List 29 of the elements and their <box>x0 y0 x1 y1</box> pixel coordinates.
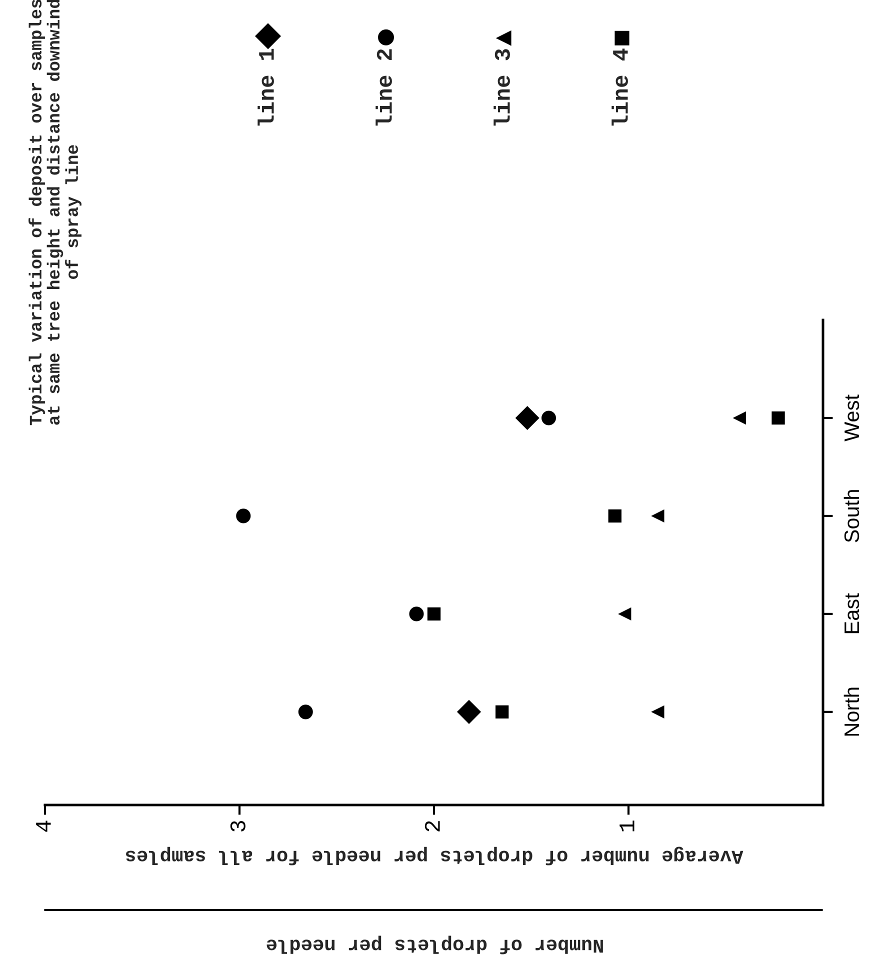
y-tick-label: South <box>844 490 860 542</box>
point <box>409 606 424 622</box>
legend-label: line 4 <box>612 48 628 126</box>
point <box>236 508 251 524</box>
x-tick-label: 1 <box>620 820 634 832</box>
y-tick-label: East <box>844 593 860 634</box>
point <box>618 607 632 621</box>
point <box>495 705 509 719</box>
point <box>456 700 482 724</box>
y-tick-label: West <box>844 394 860 442</box>
point <box>515 406 540 430</box>
text: Number of droplets per needle <box>266 936 603 954</box>
x-tick-label: 2 <box>424 821 440 832</box>
point <box>427 607 441 621</box>
legend-label: line 3 <box>494 49 510 126</box>
point <box>732 411 746 425</box>
x-tick-label: 4 <box>36 820 51 832</box>
legend-label: line 1 <box>258 48 274 126</box>
point <box>608 509 622 523</box>
legend-label: line 2 <box>376 49 392 126</box>
point <box>541 410 556 426</box>
y-tick-label: North <box>844 688 860 736</box>
x-tick-label: 3 <box>230 820 246 832</box>
point <box>772 411 785 425</box>
point <box>651 509 664 523</box>
point <box>298 704 313 720</box>
point <box>651 705 664 719</box>
chart-title: Typical variation of deposit over samples at same tree height and distance downwind of spray line <box>28 0 82 426</box>
x-axis-title: Average number of droplets per needle for all samples <box>126 846 744 866</box>
